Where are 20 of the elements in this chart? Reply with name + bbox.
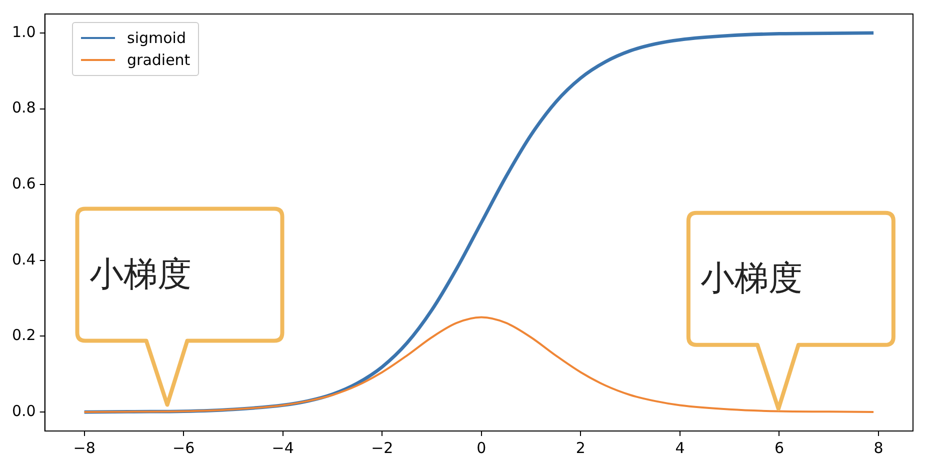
legend-label: gradient: [127, 50, 190, 71]
y-tick-label: 0.0: [12, 402, 36, 420]
line-series: [83, 316, 875, 414]
y-tick-label: 0.6: [12, 174, 36, 192]
y-tick-label: 0.8: [12, 98, 36, 117]
x-tick-label: −8: [73, 438, 96, 457]
x-tick-label: −4: [272, 438, 294, 457]
y-tick-label: 0.2: [12, 326, 36, 344]
x-tick-label: −6: [172, 438, 195, 457]
x-tick-label: 4: [675, 438, 685, 457]
y-tick-label: 0.4: [12, 250, 36, 268]
legend-label: sigmoid: [127, 28, 186, 49]
x-tick-label: 2: [576, 438, 586, 457]
annotation: 小梯度: [89, 254, 192, 295]
x-tick-label: 6: [774, 438, 784, 457]
x-tick-label: 0: [476, 438, 486, 457]
annotation: 小梯度: [700, 258, 802, 299]
x-tick-label: 8: [874, 438, 884, 457]
x-tick-label: −2: [371, 438, 394, 457]
y-tick-label: 1.0: [12, 22, 36, 41]
